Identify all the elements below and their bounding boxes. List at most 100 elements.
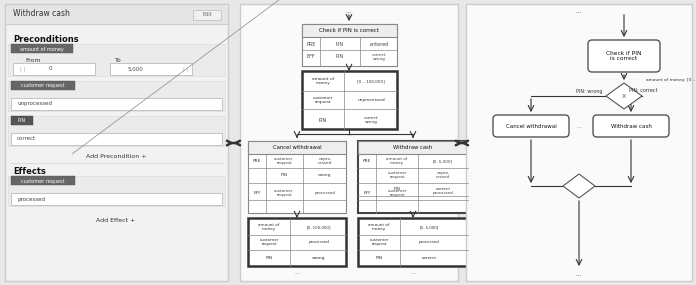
Text: amount of
money: amount of money bbox=[386, 157, 408, 165]
Text: customer
request: customer request bbox=[259, 238, 279, 246]
Text: | |: | | bbox=[183, 66, 188, 72]
Text: amount of
money: amount of money bbox=[258, 223, 280, 231]
Bar bbox=[11, 133, 222, 145]
Bar bbox=[466, 4, 692, 281]
Text: correct: correct bbox=[436, 187, 450, 191]
Text: Check if PIN
is correct: Check if PIN is correct bbox=[606, 51, 642, 61]
Text: PIN: PIN bbox=[319, 117, 327, 123]
Text: PRE: PRE bbox=[253, 159, 261, 163]
Text: customer
request: customer request bbox=[387, 171, 406, 179]
Text: customer
request: customer request bbox=[387, 189, 406, 197]
Text: processed: processed bbox=[17, 196, 45, 201]
Text: Check if PIN is correct: Check if PIN is correct bbox=[319, 28, 379, 33]
Bar bbox=[193, 10, 221, 20]
Bar bbox=[240, 4, 458, 281]
Text: Add Precondition +: Add Precondition + bbox=[86, 154, 146, 160]
Bar bbox=[8, 81, 225, 111]
Bar bbox=[11, 44, 73, 53]
Text: processed: processed bbox=[308, 240, 329, 244]
Text: Cancel withdrawal: Cancel withdrawal bbox=[505, 123, 556, 129]
Text: PIN: PIN bbox=[18, 119, 26, 123]
Text: ...: ... bbox=[346, 8, 352, 14]
Text: Withdraw cash: Withdraw cash bbox=[393, 145, 432, 150]
Text: customer
request: customer request bbox=[370, 238, 389, 246]
Text: Withdraw cash: Withdraw cash bbox=[13, 9, 70, 19]
Text: EFF: EFF bbox=[363, 191, 371, 195]
Text: ...: ... bbox=[576, 123, 582, 129]
Text: 5,000: 5,000 bbox=[127, 66, 143, 72]
Text: [0..5,000]: [0..5,000] bbox=[419, 225, 438, 229]
Bar bbox=[248, 218, 346, 266]
Text: correct
wrong: correct wrong bbox=[372, 53, 386, 61]
Text: amount of
money: amount of money bbox=[368, 223, 390, 231]
Text: EFF: EFF bbox=[307, 54, 315, 60]
Text: processed: processed bbox=[315, 191, 335, 195]
Bar bbox=[302, 24, 397, 66]
Text: unprocessed: unprocessed bbox=[357, 98, 385, 102]
Bar bbox=[302, 24, 397, 37]
Text: Preconditions: Preconditions bbox=[13, 34, 79, 44]
Text: processed: processed bbox=[418, 240, 439, 244]
Text: PIN: PIN bbox=[280, 173, 287, 177]
Bar bbox=[5, 4, 228, 24]
Text: [0 .. 100,000]: [0 .. 100,000] bbox=[357, 79, 385, 83]
Text: customer
request: customer request bbox=[313, 96, 333, 104]
Text: [0..5,000]: [0..5,000] bbox=[433, 159, 453, 163]
Text: ...: ... bbox=[576, 8, 583, 14]
Bar bbox=[248, 141, 346, 213]
Text: Add Effect +: Add Effect + bbox=[96, 219, 136, 223]
Text: entered: entered bbox=[370, 42, 388, 46]
Text: PIN: PIN bbox=[336, 54, 344, 60]
FancyBboxPatch shape bbox=[493, 115, 569, 137]
Text: Withdraw cash: Withdraw cash bbox=[610, 123, 651, 129]
Text: amount of money: amount of money bbox=[20, 46, 64, 52]
Bar bbox=[358, 141, 468, 213]
Bar bbox=[358, 141, 468, 154]
Text: PIN: correct: PIN: correct bbox=[629, 89, 658, 93]
Text: customer
request: customer request bbox=[274, 157, 294, 165]
Text: ...: ... bbox=[410, 270, 416, 274]
Bar bbox=[5, 4, 228, 281]
Bar bbox=[8, 116, 225, 146]
Text: Cancel withdrawal: Cancel withdrawal bbox=[273, 145, 322, 150]
Bar bbox=[11, 98, 222, 110]
Text: PIN: PIN bbox=[336, 42, 344, 46]
Text: PIN: wrong: PIN: wrong bbox=[576, 89, 602, 93]
Text: PIN: PIN bbox=[375, 256, 383, 260]
Bar bbox=[8, 44, 225, 76]
Text: wrong: wrong bbox=[318, 173, 332, 177]
Text: amount of money: [0 .. 5,000]: amount of money: [0 .. 5,000] bbox=[646, 78, 696, 82]
Bar bbox=[8, 176, 225, 206]
Bar bbox=[302, 71, 397, 129]
Polygon shape bbox=[606, 83, 642, 109]
Text: To: To bbox=[115, 58, 122, 64]
Bar bbox=[11, 81, 75, 90]
Text: Edit: Edit bbox=[202, 13, 212, 17]
Bar bbox=[358, 218, 468, 266]
Text: wrong: wrong bbox=[313, 256, 326, 260]
Bar bbox=[13, 63, 95, 75]
Text: 0: 0 bbox=[48, 66, 52, 72]
Polygon shape bbox=[563, 174, 595, 198]
Text: PRE: PRE bbox=[363, 159, 371, 163]
Text: customer
request: customer request bbox=[274, 189, 294, 197]
Text: correct
wrong: correct wrong bbox=[364, 116, 378, 124]
Bar bbox=[11, 176, 75, 185]
Text: PRE: PRE bbox=[306, 42, 316, 46]
FancyBboxPatch shape bbox=[588, 40, 660, 72]
Text: ...: ... bbox=[294, 270, 300, 274]
Text: amount of
money: amount of money bbox=[312, 77, 334, 85]
Text: PIN: PIN bbox=[393, 187, 401, 191]
Text: X: X bbox=[622, 93, 626, 99]
Bar bbox=[248, 141, 346, 154]
Text: customer request: customer request bbox=[22, 178, 65, 184]
Text: unpro-
cessed: unpro- cessed bbox=[436, 171, 450, 179]
Text: customer request: customer request bbox=[22, 84, 65, 89]
Text: | |: | | bbox=[20, 66, 25, 72]
FancyBboxPatch shape bbox=[593, 115, 669, 137]
Text: unpro-
cessed: unpro- cessed bbox=[318, 157, 332, 165]
Text: [0..100,000]: [0..100,000] bbox=[307, 225, 331, 229]
Text: PIN: PIN bbox=[265, 256, 273, 260]
Text: ...: ... bbox=[576, 271, 583, 277]
Text: Effects: Effects bbox=[13, 166, 46, 176]
